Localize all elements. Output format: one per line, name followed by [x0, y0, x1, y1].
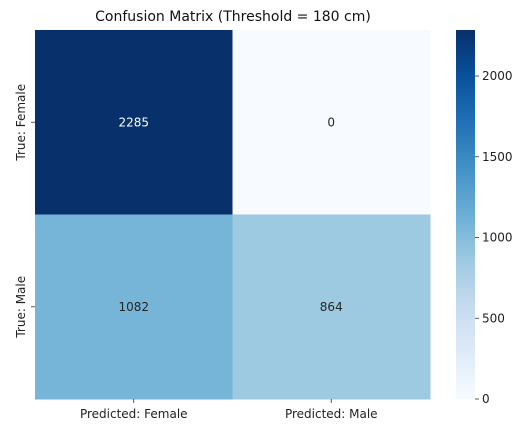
colorbar-tick-label: 1000: [482, 231, 513, 245]
heatmap-cell: [35, 214, 233, 400]
colorbar: 0 500 1000 1500 2000: [456, 30, 513, 406]
x-tick-label: Predicted: Female: [80, 407, 188, 421]
heatmap-cell: [232, 30, 431, 215]
colorbar-tick-label: 500: [482, 311, 505, 325]
cell-value-label: 2285: [118, 115, 149, 129]
colorbar-tick-label: 2000: [482, 69, 513, 83]
cell-value-label: 0: [327, 115, 335, 129]
colorbar-tick-label: 1500: [482, 150, 513, 164]
y-tick-label: True: Male: [14, 276, 28, 339]
x-axis: Predicted: Female Predicted: Male: [80, 399, 378, 421]
heatmap-cells: 2285 0 1082 864: [35, 30, 431, 400]
cell-value-label: 864: [320, 300, 343, 314]
chart-title: Confusion Matrix (Threshold = 180 cm): [95, 9, 371, 25]
colorbar-tick-label: 0: [482, 392, 490, 406]
colorbar-gradient: [456, 30, 475, 399]
heatmap-cell: [232, 214, 431, 400]
y-axis: True: Female True: Male: [14, 84, 35, 339]
y-tick-label: True: Female: [14, 84, 28, 162]
cell-value-label: 1082: [118, 300, 149, 314]
heatmap-cell: [35, 30, 233, 215]
x-tick-label: Predicted: Male: [285, 407, 378, 421]
